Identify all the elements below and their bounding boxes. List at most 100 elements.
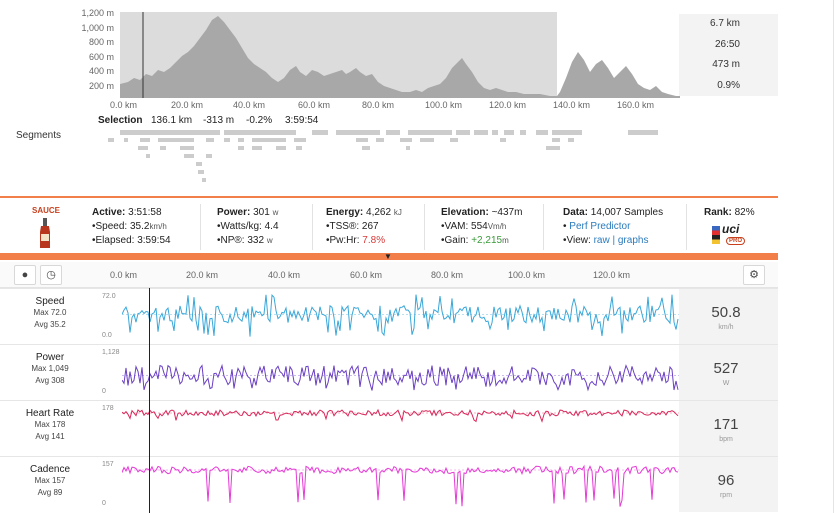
gain-label: Gain: xyxy=(444,235,469,246)
pwhr-label: Pw:Hr: xyxy=(329,235,360,246)
elevation-value: ~437m xyxy=(491,207,523,218)
energy-label: Energy: xyxy=(326,207,364,218)
stream-name: Heart Rate xyxy=(25,408,75,419)
elapsed-value: 3:59:54 xyxy=(137,235,171,246)
stream-max: Max 178 xyxy=(34,420,66,429)
row-divider xyxy=(0,400,778,401)
stream-avg: Avg 141 xyxy=(35,432,65,441)
stream-value-box xyxy=(679,345,778,400)
pwhr-value: 7.8% xyxy=(362,235,386,246)
speed-label: Speed: xyxy=(95,221,128,232)
segments-chart[interactable] xyxy=(100,128,670,190)
stream-line-chart[interactable] xyxy=(122,460,679,510)
row-divider xyxy=(0,456,778,457)
km-tick: 40.0 km xyxy=(233,100,266,110)
stream-ymin: 0.0 xyxy=(102,332,112,339)
stream-label: Cadence Max 157 Avg 89 xyxy=(0,464,100,499)
perf-predictor-link[interactable]: Perf Predictor xyxy=(569,221,631,232)
uci-stripes-icon xyxy=(712,226,720,244)
time-stats: Active: 3:51:58 •Speed: 35.2km/h •Elapse… xyxy=(92,207,171,246)
data-label: Data: xyxy=(563,207,589,218)
stream-line-chart[interactable] xyxy=(122,404,679,454)
uci-pro-text: PRO xyxy=(726,237,746,245)
stat-divider xyxy=(686,204,687,250)
side-stat-elevation: 473 m xyxy=(712,59,740,70)
km-tick: 140.0 km xyxy=(553,100,591,110)
elev-tick: 800 m xyxy=(88,37,114,47)
active-label: Active: xyxy=(92,207,126,218)
elev-tick: 1,200 m xyxy=(81,8,114,18)
power-label: Power: xyxy=(217,207,251,218)
stream-line-chart[interactable] xyxy=(122,348,679,398)
elev-tick: 1,000 m xyxy=(81,23,114,33)
clock-icon[interactable]: ◷ xyxy=(40,265,62,285)
stream-ymax: 72.0 xyxy=(102,293,116,300)
sauce-bottle-icon xyxy=(40,218,50,248)
stat-divider xyxy=(424,204,425,250)
row-divider xyxy=(0,288,778,289)
stream-unit: rpm xyxy=(719,492,733,499)
selection-grade: -0.2% xyxy=(246,115,273,126)
stream-current-value: 96 xyxy=(717,472,735,489)
wkg-label: Watts/kg: xyxy=(220,221,262,232)
stream-label: Power Max 1,049 Avg 308 xyxy=(0,352,100,387)
stream-ymax: 157 xyxy=(102,461,114,468)
stream-label: Speed Max 72.0 Avg 35.2 xyxy=(0,296,100,331)
power-unit: w xyxy=(272,208,279,217)
km-tick: 20.0 km xyxy=(171,100,204,110)
elevation-side-panel xyxy=(679,14,778,96)
stream-toolbar: ● ◷ ⚙ 0.0 km 20.0 km 40.0 km 60.0 km 80.… xyxy=(0,262,778,288)
stream-avg: Avg 89 xyxy=(37,488,63,497)
power-stats: Power: 301 w •Watts/kg: 4.4 •NP®: 332 w xyxy=(217,207,279,246)
view-separator: | xyxy=(612,235,616,246)
speed-unit: km/h xyxy=(149,222,167,231)
km-tick: 0.0 km xyxy=(110,270,138,280)
uci-pro-badge: uci PRO xyxy=(712,222,748,248)
np-value: 332 xyxy=(247,235,265,246)
sauce-logo-text: SAUCE xyxy=(32,206,61,215)
power-value: 301 xyxy=(253,207,270,218)
np-label: NP®: xyxy=(220,235,245,246)
stat-divider xyxy=(200,204,201,250)
km-tick: 100.0 km xyxy=(425,100,463,110)
wkg-value: 4.4 xyxy=(264,221,279,232)
stream-value-box xyxy=(679,401,778,456)
rank-stats: Rank: 82% xyxy=(704,206,755,220)
elevation-x-axis: 0.0 km 20.0 km 40.0 km 60.0 km 80.0 km 1… xyxy=(0,100,700,112)
active-value: 3:51:58 xyxy=(128,207,162,218)
side-stat-distance: 6.7 km xyxy=(709,18,740,29)
view-raw-link[interactable]: raw xyxy=(593,235,610,246)
km-tick: 80.0 km xyxy=(362,100,395,110)
map-pin-icon[interactable]: ● xyxy=(14,265,36,285)
km-tick: 120.0 km xyxy=(593,270,631,280)
view-graphs-link[interactable]: graphs xyxy=(617,235,649,246)
tss-value: 267 xyxy=(361,221,379,232)
elev-tick: 400 m xyxy=(88,66,114,76)
elapsed-label: Elapsed: xyxy=(95,235,135,246)
elevation-profile xyxy=(120,16,680,98)
stream-series-line xyxy=(122,464,679,507)
elevation-stats: Elevation: ~437m •VAM: 554Vm/h •Gain: +2… xyxy=(441,207,523,246)
stream-ymax: 1,128 xyxy=(102,349,120,356)
stream-current-value: 527 xyxy=(713,360,739,377)
collapse-chevron-icon[interactable]: ▼ xyxy=(384,252,392,261)
stream-ymax: 178 xyxy=(102,405,114,412)
segment-bars[interactable] xyxy=(108,130,658,182)
km-tick: 80.0 km xyxy=(431,270,464,280)
stream-name: Power xyxy=(35,352,65,363)
collapse-bar[interactable] xyxy=(0,253,778,260)
gear-icon[interactable]: ⚙ xyxy=(743,265,765,285)
stream-label: Heart Rate Max 178 Avg 141 xyxy=(0,408,100,443)
stat-divider xyxy=(312,204,313,250)
selection-distance: 136.1 km xyxy=(151,115,193,126)
elevation-chart[interactable] xyxy=(120,12,680,98)
speed-value: 35.2 xyxy=(130,221,150,232)
gain-value: +2,215 xyxy=(471,235,503,246)
km-tick: 0.0 km xyxy=(110,100,138,110)
stream-ymin: 0 xyxy=(102,388,106,395)
stream-line-chart[interactable] xyxy=(122,292,679,342)
stream-max: Max 157 xyxy=(34,476,66,485)
stream-ymin: 0 xyxy=(102,500,106,507)
stream-cursor-line xyxy=(149,288,150,513)
